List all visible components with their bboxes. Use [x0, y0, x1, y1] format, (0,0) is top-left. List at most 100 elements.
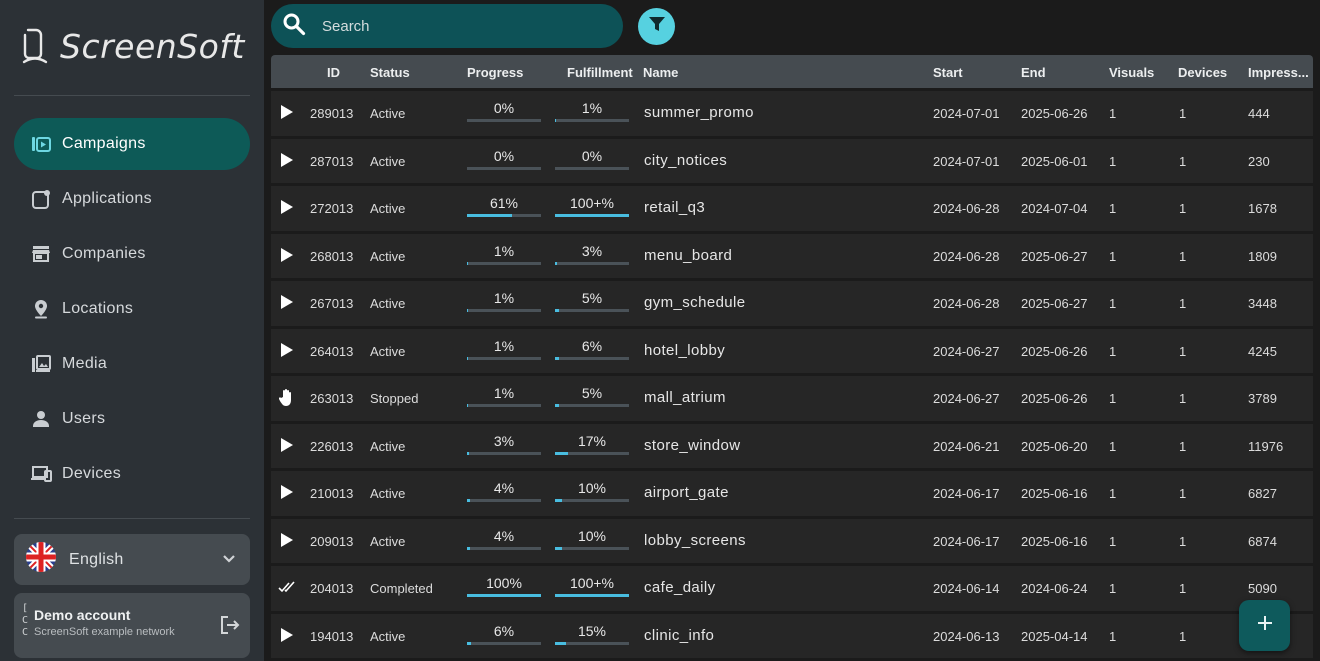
play-icon[interactable]	[278, 246, 296, 264]
cell-end: 2025-06-27	[1021, 296, 1088, 311]
play-icon[interactable]	[278, 103, 296, 121]
cell-start: 2024-06-13	[933, 628, 1000, 644]
column-header-visuals[interactable]: Visuals	[1109, 65, 1155, 80]
cell-devices: 1	[1179, 391, 1187, 406]
table-row[interactable]: 194013 Active 6% 15% clinic_info 2024-06-13 20…	[271, 613, 1313, 658]
table-row[interactable]: 226013 Active 3% 17% store_window 2024-06-21 2…	[271, 423, 1313, 468]
hand-stop-icon[interactable]	[278, 388, 296, 406]
cell-devices: 1	[1179, 438, 1187, 454]
sidebar-item-companies[interactable]: Companies	[14, 228, 250, 280]
app-title: ScreenSoft	[60, 26, 245, 66]
cell-name[interactable]: airport_gate	[644, 484, 729, 501]
cell-name[interactable]: menu_board	[644, 246, 733, 264]
search-bar[interactable]	[271, 4, 623, 48]
sidebar-item-users[interactable]: Users	[14, 393, 250, 445]
play-icon[interactable]	[278, 626, 296, 644]
cell-impressions: 444	[1248, 106, 1270, 121]
cell-status: Active	[370, 296, 406, 311]
divider	[14, 518, 250, 519]
play-icon[interactable]	[278, 436, 296, 454]
sidebar-item-devices[interactable]: Devices	[14, 448, 250, 500]
table-row[interactable]: 272013 Active 61% 100+% retail_q3 2024-06-28 2…	[271, 186, 1313, 231]
column-header-impressions[interactable]: Impress...	[1248, 65, 1309, 80]
fulfillment-bar: 3%	[555, 242, 629, 268]
cell-name[interactable]: city_notices	[644, 151, 728, 169]
add-campaign-button[interactable]	[1239, 600, 1290, 651]
progress-label: 4%	[493, 480, 515, 496]
play-icon[interactable]	[278, 341, 296, 359]
cell-name[interactable]: hotel_lobby	[644, 341, 726, 359]
cell-devices: 1	[1179, 153, 1187, 169]
cell-name[interactable]: store_window	[644, 436, 741, 454]
table-row[interactable]: 204013 Completed 100% 100+% cafe_daily 2024-0…	[271, 566, 1313, 611]
cell-name[interactable]: retail_q3	[644, 199, 706, 216]
cell-id: 272013	[310, 201, 354, 216]
progress-label: 4%	[493, 527, 515, 544]
cell-visuals: 1	[1109, 438, 1117, 454]
play-icon[interactable]	[278, 531, 296, 549]
progress-track	[467, 451, 541, 455]
location-pin-icon	[30, 298, 52, 320]
table-row[interactable]: 287013 Active 0% 0% city_notices 2024-07-01 20…	[271, 138, 1313, 183]
cell-name[interactable]: cafe_daily	[644, 579, 716, 596]
cell-name[interactable]: summer_promo	[644, 104, 754, 121]
filter-button[interactable]	[638, 8, 675, 45]
fulfillment-label: 0%	[581, 147, 603, 164]
fulfillment-bar: 17%	[555, 432, 629, 458]
cell-name[interactable]: clinic_info	[644, 626, 715, 644]
play-icon[interactable]	[278, 483, 296, 501]
progress-bar: 1%	[467, 242, 541, 268]
sidebar-item-locations[interactable]: Locations	[14, 283, 250, 335]
done-all-icon[interactable]	[278, 578, 296, 596]
play-icon[interactable]	[278, 293, 296, 311]
progress-label: 1%	[493, 385, 515, 401]
play-icon[interactable]	[278, 151, 296, 169]
column-header-id[interactable]: ID	[327, 65, 340, 80]
progress-bar: 0%	[467, 147, 541, 173]
fulfillment-bar: 10%	[555, 479, 629, 505]
cell-name[interactable]: gym_schedule	[644, 294, 746, 311]
cell-start: 2024-06-28	[933, 248, 1000, 264]
sidebar-item-media[interactable]: Media	[14, 338, 250, 390]
sidebar-item-label: Locations	[62, 300, 134, 317]
cell-end: 2025-06-16	[1021, 486, 1088, 501]
cell-visuals: 1	[1109, 486, 1117, 501]
column-header-progress[interactable]: Progress	[467, 65, 524, 80]
cell-status: Active	[370, 438, 406, 454]
column-header-fulfillment[interactable]: Fulfillment	[567, 65, 633, 80]
table-row[interactable]: 267013 Active 1% 5% gym_schedule 2024-06-28 20…	[271, 281, 1313, 326]
cell-visuals: 1	[1109, 391, 1117, 406]
table-row[interactable]: 264013 Active 1% 6% hotel_lobby 2024-06-27 202…	[271, 328, 1313, 373]
progress-bar: 4%	[467, 479, 541, 505]
sidebar-item-applications[interactable]: Applications	[14, 173, 250, 225]
fulfillment-track	[555, 309, 629, 312]
cell-devices: 1	[1179, 628, 1187, 644]
cell-start: 2024-06-17	[933, 486, 1000, 501]
media-icon	[30, 353, 52, 375]
column-header-name[interactable]: Name	[643, 65, 679, 80]
column-header-end[interactable]: End	[1021, 65, 1046, 80]
table-row[interactable]: 263013 Stopped 1% 5% mall_atrium 2024-06-27 20…	[271, 376, 1313, 421]
play-icon[interactable]	[278, 198, 296, 216]
language-selector[interactable]: English	[14, 534, 250, 585]
app-logo[interactable]: ScreenSoft	[22, 26, 245, 66]
column-header-status[interactable]: Status	[370, 65, 410, 80]
sidebar-item-campaigns[interactable]: Campaigns	[14, 118, 250, 170]
cell-name[interactable]: lobby_screens	[644, 531, 746, 549]
cell-name[interactable]: mall_atrium	[644, 389, 726, 406]
cell-devices: 1	[1179, 296, 1187, 311]
table-row[interactable]: 210013 Active 4% 10% airport_gate 2024-06-17 2…	[271, 471, 1313, 516]
cell-end: 2025-06-26	[1021, 391, 1088, 406]
fulfillment-track	[555, 119, 629, 122]
cell-visuals: 1	[1109, 201, 1117, 216]
table-header: ID Status Progress Fulfillment Name Star…	[271, 55, 1313, 88]
column-header-devices[interactable]: Devices	[1178, 65, 1228, 80]
column-header-start[interactable]: Start	[933, 65, 963, 80]
table-row[interactable]: 289013 Active 0% 1% summer_promo 2024-07-01 20…	[271, 91, 1313, 136]
logout-icon[interactable]	[220, 615, 240, 640]
table-row[interactable]: 209013 Active 4% 10% lobby_screens 2024-06-17…	[271, 518, 1313, 563]
sidebar-item-label: Applications	[62, 190, 152, 207]
cell-start: 2024-06-21	[933, 438, 1000, 454]
table-row[interactable]: 268013 Active 1% 3% menu_board 2024-06-28 2025…	[271, 233, 1313, 278]
search-input[interactable]	[322, 17, 602, 35]
